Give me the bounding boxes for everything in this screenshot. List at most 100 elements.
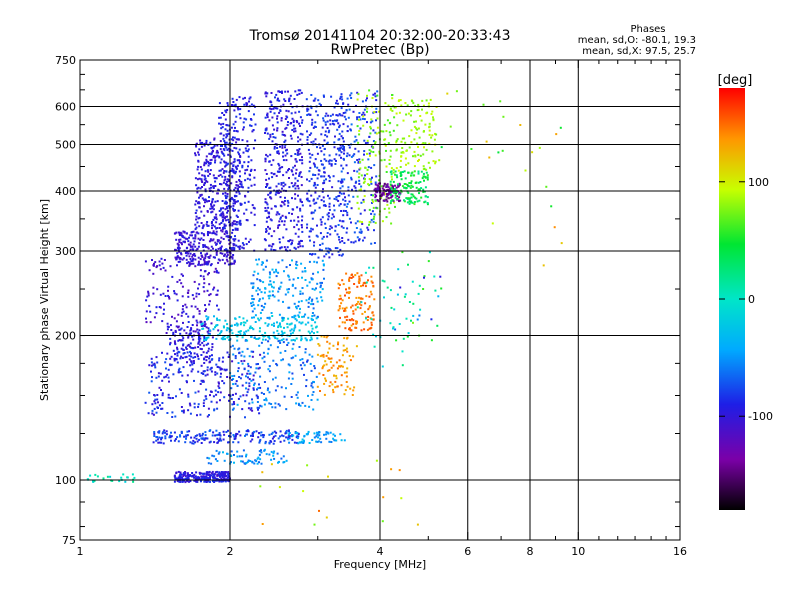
- scatter-point: [145, 321, 148, 324]
- scatter-point: [485, 140, 488, 143]
- scatter-point: [268, 244, 271, 247]
- scatter-point: [338, 113, 341, 116]
- scatter-point: [308, 170, 311, 173]
- scatter-point: [201, 434, 204, 437]
- scatter-point: [169, 337, 172, 340]
- scatter-point: [222, 238, 225, 240]
- scatter-point: [358, 182, 361, 185]
- scatter-point: [208, 294, 211, 297]
- scatter-point: [160, 441, 163, 444]
- scatter-point: [187, 289, 190, 292]
- scatter-point: [221, 216, 224, 219]
- scatter-point: [164, 269, 167, 272]
- scatter-point: [180, 347, 183, 350]
- scatter-point: [430, 113, 433, 115]
- scatter-point: [220, 368, 223, 371]
- scatter-point: [242, 97, 245, 100]
- scatter-point: [294, 130, 297, 133]
- scatter-point: [406, 201, 409, 204]
- scatter-point: [296, 93, 299, 96]
- scatter-point: [369, 125, 372, 128]
- scatter-point: [170, 363, 173, 366]
- scatter-point: [381, 365, 384, 368]
- scatter-point: [368, 149, 371, 152]
- scatter-point: [385, 198, 388, 201]
- scatter-point: [348, 278, 350, 281]
- scatter-point: [220, 214, 223, 217]
- scatter-point: [314, 158, 317, 161]
- scatter-point: [208, 196, 210, 199]
- scatter-point: [273, 128, 276, 131]
- scatter-point: [424, 195, 427, 198]
- scatter-point: [257, 272, 260, 275]
- scatter-point: [156, 438, 159, 441]
- scatter-point: [258, 258, 260, 261]
- scatter-point: [231, 229, 234, 231]
- scatter-point: [312, 318, 314, 321]
- scatter-point: [242, 394, 245, 397]
- scatter-point: [202, 405, 205, 407]
- scatter-point: [351, 273, 353, 276]
- scatter-point: [227, 473, 230, 476]
- scatter-point: [272, 359, 275, 362]
- scatter-point: [145, 317, 147, 320]
- scatter-point: [198, 177, 201, 180]
- scatter-point: [373, 213, 376, 216]
- scatter-point: [325, 433, 327, 436]
- scatter-point: [421, 108, 423, 111]
- scatter-point: [208, 187, 211, 190]
- scatter-point: [383, 158, 386, 161]
- scatter-point: [289, 239, 292, 242]
- scatter-point: [321, 190, 324, 193]
- scatter-point: [191, 245, 194, 248]
- scatter-point: [216, 324, 219, 326]
- scatter-point: [400, 497, 403, 500]
- scatter-point: [222, 451, 224, 454]
- scatter-point: [387, 142, 390, 145]
- scatter-point: [281, 220, 283, 223]
- scatter-point: [358, 116, 361, 118]
- scatter-point: [301, 119, 304, 122]
- scatter-point: [231, 360, 234, 363]
- scatter-point: [310, 94, 313, 96]
- scatter-point: [352, 275, 355, 278]
- scatter-point: [343, 149, 346, 152]
- scatter-point: [354, 186, 357, 189]
- scatter-point: [303, 364, 306, 367]
- scatter-point: [167, 289, 169, 292]
- scatter-point: [204, 199, 207, 201]
- scatter-point: [410, 184, 413, 187]
- scatter-point: [328, 248, 331, 250]
- scatter-point: [306, 359, 309, 362]
- scatter-point: [269, 153, 272, 156]
- scatter-point: [168, 297, 171, 300]
- scatter-point: [200, 348, 203, 351]
- scatter-point: [364, 178, 366, 180]
- scatter-point: [388, 191, 391, 194]
- scatter-point: [199, 258, 202, 261]
- scatter-point: [192, 356, 195, 359]
- scatter-point: [372, 284, 375, 287]
- scatter-point: [410, 196, 413, 199]
- scatter-point: [210, 358, 213, 361]
- scatter-point: [277, 332, 280, 335]
- scatter-point: [323, 179, 326, 182]
- scatter-point: [270, 458, 273, 461]
- scatter-point: [276, 364, 279, 367]
- scatter-point: [222, 122, 225, 125]
- scatter-point: [289, 264, 291, 266]
- scatter-point: [207, 407, 210, 410]
- scatter-point: [388, 162, 391, 165]
- scatter-point: [234, 165, 237, 168]
- scatter-point: [244, 400, 247, 403]
- scatter-point: [203, 282, 206, 285]
- scatter-point: [214, 159, 217, 162]
- scatter-point: [287, 317, 290, 320]
- scatter-point: [292, 278, 295, 281]
- scatter-point: [232, 202, 235, 205]
- scatter-point: [231, 378, 233, 381]
- scatter-point: [310, 330, 313, 333]
- scatter-point: [355, 326, 358, 329]
- scatter-point: [218, 227, 221, 229]
- scatter-point: [278, 486, 281, 489]
